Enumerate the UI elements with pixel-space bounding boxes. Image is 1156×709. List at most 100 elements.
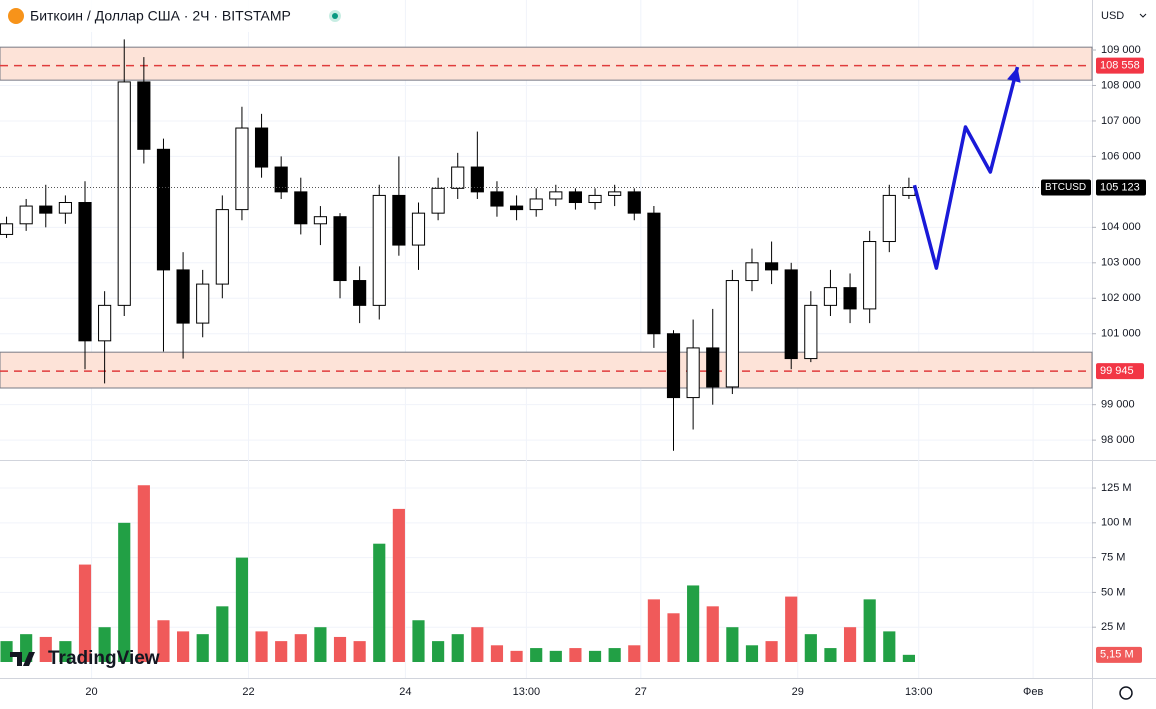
candle-body bbox=[804, 304, 818, 360]
settings-button[interactable] bbox=[1119, 686, 1133, 700]
projection-arrowhead bbox=[1007, 67, 1021, 83]
candle-body bbox=[0, 223, 14, 235]
header-bg bbox=[0, 0, 360, 32]
currency[interactable]: USD bbox=[1101, 10, 1124, 22]
candle-body bbox=[353, 280, 367, 306]
last-volume-label: 5,15 M bbox=[1100, 649, 1134, 661]
volume-bar bbox=[451, 634, 464, 662]
candle-body bbox=[78, 202, 92, 342]
market-status-dot bbox=[332, 13, 338, 19]
volume-bar bbox=[745, 645, 759, 662]
candle-body bbox=[431, 187, 445, 214]
volume-tick-label: 125 M bbox=[1101, 482, 1132, 494]
volume-tick-label: 100 M bbox=[1101, 517, 1132, 529]
volume-bar bbox=[804, 634, 817, 662]
volume-bar bbox=[765, 641, 778, 662]
projection-line bbox=[912, 66, 1020, 270]
volume-bar bbox=[137, 485, 150, 662]
dropdown-arrow bbox=[1139, 13, 1147, 18]
volume-bar bbox=[373, 543, 386, 662]
x-tick-label: 27 bbox=[635, 686, 647, 698]
candle-body bbox=[725, 280, 739, 388]
last-volume-bg bbox=[1096, 646, 1142, 663]
volume-bar bbox=[902, 654, 915, 662]
level-label-bg bbox=[1096, 57, 1144, 74]
candle-body bbox=[372, 194, 386, 306]
candle-body bbox=[411, 212, 426, 246]
volume-bar bbox=[98, 627, 111, 662]
volume-bar bbox=[314, 627, 327, 662]
x-tick-label: 29 bbox=[792, 686, 804, 698]
candle-body bbox=[745, 262, 759, 282]
volume-bar bbox=[530, 648, 543, 662]
y-tick-label: 102 000 bbox=[1101, 292, 1141, 304]
volume-bar bbox=[471, 627, 484, 662]
candle-body bbox=[549, 191, 563, 200]
level-zone bbox=[0, 351, 1093, 389]
volume-bar bbox=[785, 596, 798, 662]
level-label-bg bbox=[1096, 363, 1144, 380]
y-tick-label: 99 000 bbox=[1101, 399, 1135, 411]
candle-body bbox=[156, 148, 171, 271]
y-tick-label: 101 000 bbox=[1101, 328, 1141, 340]
candle-body bbox=[215, 209, 229, 285]
volume-bar bbox=[0, 641, 13, 662]
candle-body bbox=[529, 198, 543, 211]
candle-body bbox=[490, 191, 504, 207]
candle-body bbox=[98, 304, 112, 342]
volume-tick-label: 50 M bbox=[1101, 586, 1125, 598]
level-zone bbox=[0, 46, 1093, 81]
volume-bar bbox=[569, 648, 582, 662]
volume-bar bbox=[687, 585, 700, 662]
candle-body bbox=[137, 81, 151, 150]
volume-bar bbox=[412, 620, 425, 662]
candle-body bbox=[470, 166, 484, 193]
candle-body bbox=[706, 347, 720, 388]
logo: TradingView bbox=[10, 648, 160, 669]
level-label: 99 945 bbox=[1100, 365, 1134, 377]
y-tick-label: 109 000 bbox=[1101, 44, 1141, 56]
candle-body bbox=[392, 194, 406, 246]
candle-body bbox=[294, 191, 308, 225]
volume-bar bbox=[177, 631, 190, 662]
volume-bar bbox=[706, 606, 719, 662]
candle-body bbox=[274, 166, 288, 193]
volume-bar bbox=[883, 631, 896, 662]
candle-body bbox=[333, 216, 347, 282]
candle-body bbox=[627, 191, 641, 214]
candle-body bbox=[823, 287, 838, 306]
symbol-label: BTCUSD bbox=[1045, 182, 1086, 193]
volume-bar bbox=[196, 634, 209, 662]
volume-bar bbox=[59, 641, 72, 662]
x-tick-label: 13:00 bbox=[513, 686, 541, 698]
volume-tick-label: 25 M bbox=[1101, 621, 1125, 633]
candle-body bbox=[196, 283, 210, 324]
volume-bar bbox=[235, 557, 249, 662]
candle-body bbox=[765, 262, 779, 271]
candle-body bbox=[509, 205, 524, 211]
volume-bar bbox=[432, 641, 445, 662]
y-tick-label: 108 000 bbox=[1101, 79, 1141, 91]
coin-icon bbox=[8, 8, 24, 24]
candle-body bbox=[784, 269, 798, 360]
volume-bar bbox=[353, 641, 366, 662]
volume-bar bbox=[157, 620, 170, 662]
volume-bar bbox=[628, 645, 641, 662]
volume-bar bbox=[118, 522, 131, 662]
volume-bar bbox=[843, 627, 857, 662]
volume-bar bbox=[333, 636, 347, 662]
candle-body bbox=[882, 194, 896, 243]
candle-body bbox=[39, 205, 53, 214]
candle-body bbox=[451, 166, 465, 189]
last-price-label: 105 123 bbox=[1100, 181, 1140, 193]
volume-bar bbox=[824, 648, 837, 662]
y-tick-label: 107 000 bbox=[1101, 115, 1141, 127]
watermark: TradingView bbox=[48, 648, 160, 669]
volume-bar bbox=[78, 564, 92, 662]
x-tick-label: 20 bbox=[85, 686, 97, 698]
volume-tick-label: 75 M bbox=[1101, 552, 1125, 564]
candle-body bbox=[313, 216, 327, 225]
volume-bar bbox=[294, 634, 307, 662]
volume-bar bbox=[255, 631, 268, 662]
